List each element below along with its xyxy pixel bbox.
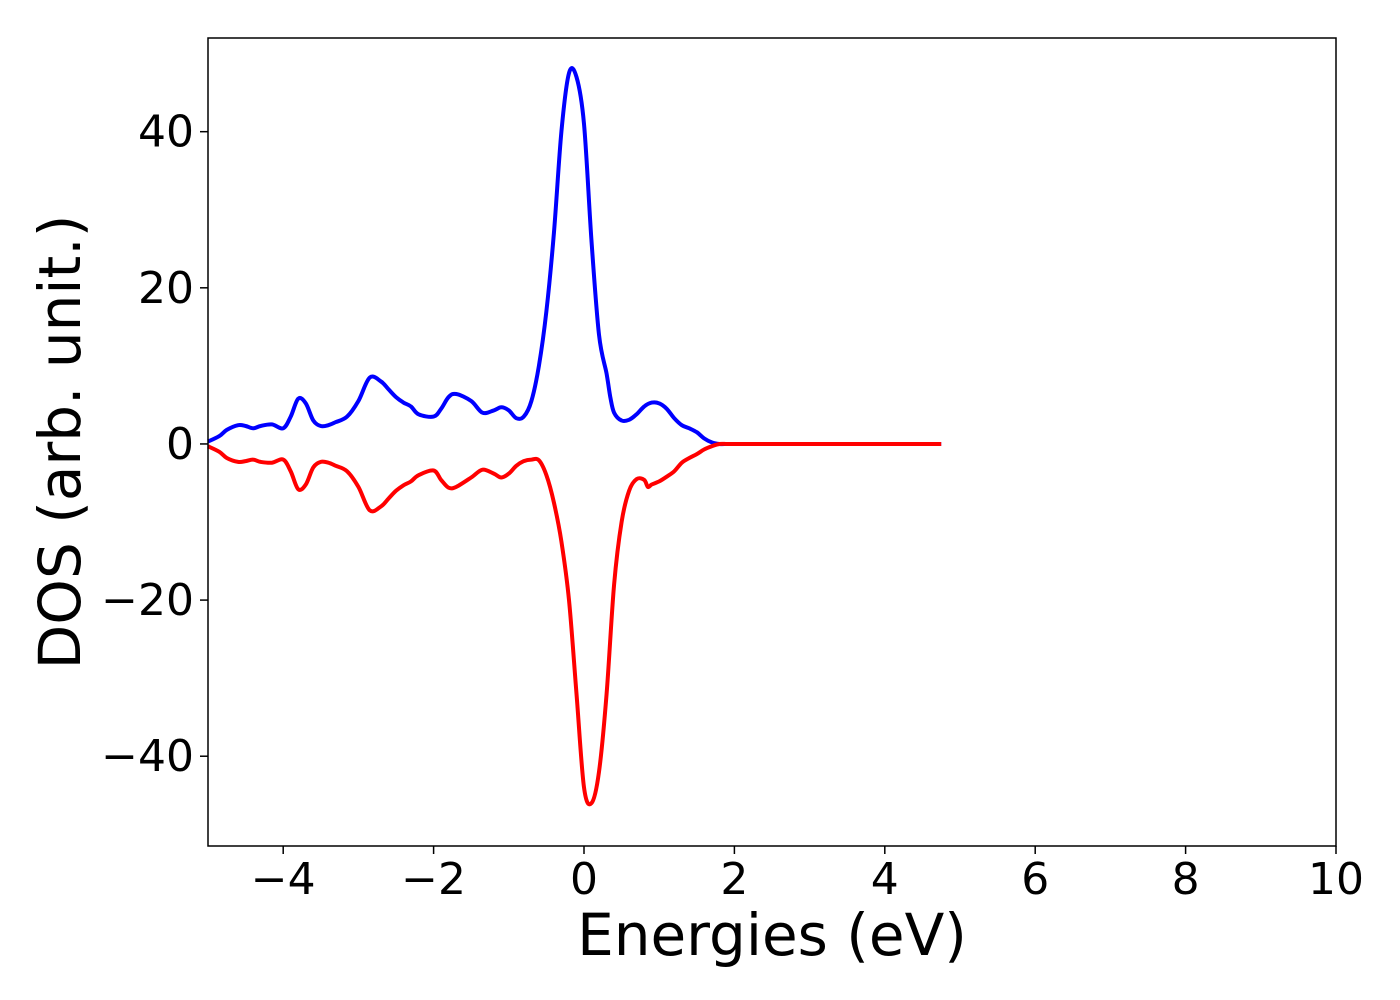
y-tick-label: −20 — [101, 575, 194, 626]
y-axis-title: DOS (arb. unit.) — [26, 215, 94, 670]
x-tick-label: −2 — [401, 854, 466, 905]
x-tick-label: 0 — [570, 854, 598, 905]
x-tick-label: 4 — [871, 854, 899, 905]
x-tick-label: −4 — [251, 854, 316, 905]
plot-frame — [207, 37, 1337, 847]
x-tick-label: 2 — [720, 854, 748, 905]
y-tick-label: −40 — [101, 731, 194, 782]
x-axis-title: Energies (eV) — [577, 901, 967, 969]
y-tick-label: 20 — [138, 263, 194, 314]
series-line-1 — [207, 441, 942, 807]
x-tick-label: 6 — [1021, 854, 1049, 905]
x-tick-label: 8 — [1172, 854, 1200, 905]
y-tick-label: 40 — [138, 107, 194, 158]
x-tick-label: 10 — [1308, 854, 1364, 905]
series-line-0 — [207, 66, 942, 447]
y-tick-label: 0 — [166, 419, 194, 470]
series-layer — [207, 66, 942, 807]
